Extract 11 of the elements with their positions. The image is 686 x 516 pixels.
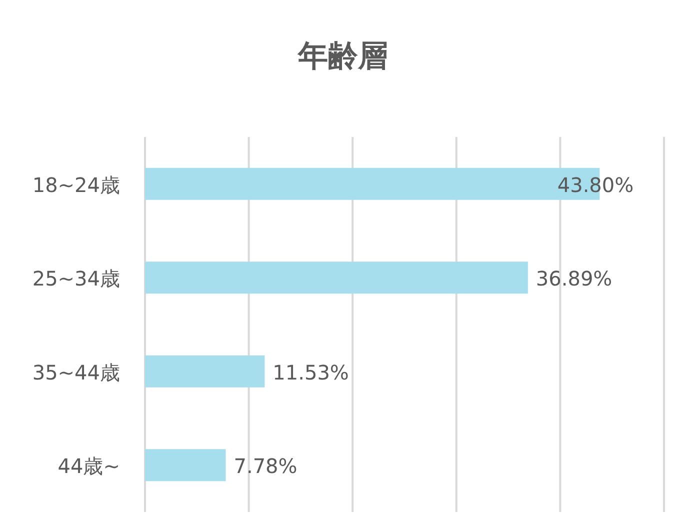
bar: [145, 262, 528, 294]
data-label: 11.53%: [272, 360, 349, 384]
y-tick-label: 44歳~: [58, 454, 120, 478]
y-tick-label: 18~24歳: [32, 172, 120, 197]
data-label: 7.78%: [234, 454, 298, 478]
y-tick-label: 25~34歳: [32, 266, 120, 291]
bar: [145, 355, 265, 388]
y-tick-label: 35~44歳: [32, 360, 120, 384]
chart-title: 年齢層: [297, 39, 388, 74]
data-label: 36.89%: [536, 266, 612, 291]
bar: [145, 449, 226, 482]
